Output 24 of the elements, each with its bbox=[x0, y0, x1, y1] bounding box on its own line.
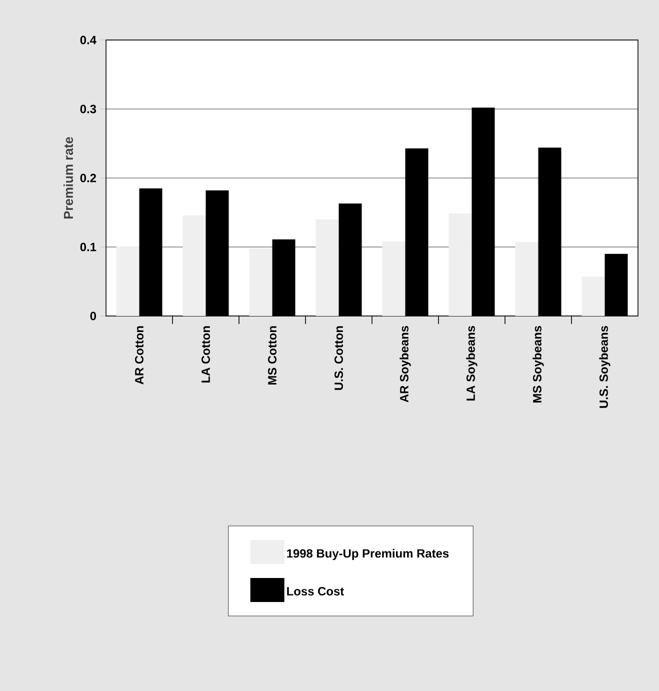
y-tick-label: 0.2 bbox=[80, 174, 96, 182]
bar bbox=[515, 242, 538, 316]
bar bbox=[182, 215, 206, 316]
legend-label: Loss Cost bbox=[287, 587, 344, 596]
y-tick-label: 0.3 bbox=[80, 104, 96, 114]
y-tick-label: 0.1 bbox=[80, 242, 96, 252]
y-tick-label: 0 bbox=[90, 312, 96, 320]
bar bbox=[116, 246, 140, 316]
x-tick-label: LA Cotton bbox=[202, 326, 210, 382]
x-tick-label: MS Cotton bbox=[268, 326, 276, 384]
x-tick-label: AR Soybeans bbox=[400, 326, 411, 402]
bar bbox=[249, 248, 272, 316]
x-tick-label: U.S. Cotton bbox=[334, 326, 343, 390]
x-tick-label: U.S. Soybeans bbox=[599, 326, 610, 408]
x-tick-label: MS Soybeans bbox=[532, 326, 544, 402]
bar bbox=[382, 241, 406, 316]
bar bbox=[448, 213, 472, 316]
y-tick-label: 0.4 bbox=[80, 36, 96, 44]
x-tick-label: AR Cotton bbox=[135, 326, 144, 384]
bar bbox=[582, 276, 605, 316]
legend-label: 1998 Buy-Up Premium Rates bbox=[287, 548, 449, 560]
x-tick-label: LA Soybeans bbox=[466, 326, 478, 400]
bar bbox=[316, 219, 339, 316]
y-axis-title: Premium rate bbox=[64, 137, 74, 219]
